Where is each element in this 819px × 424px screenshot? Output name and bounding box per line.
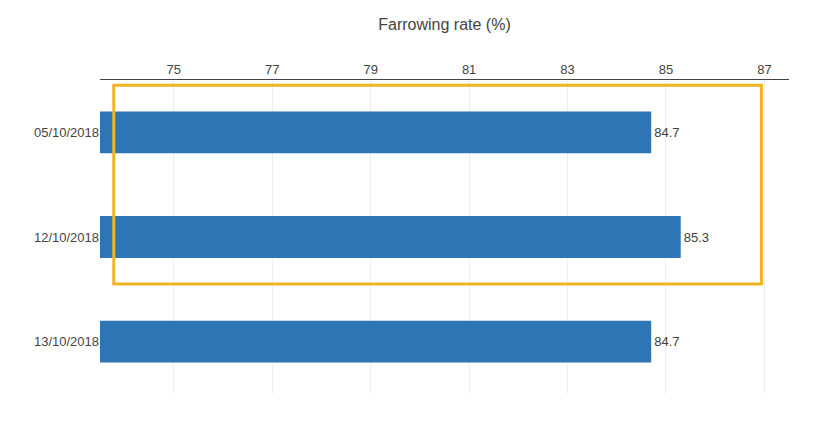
svg-text:05/10/2018: 05/10/2018: [34, 125, 99, 140]
svg-text:13/10/2018: 13/10/2018: [34, 334, 99, 349]
svg-text:77: 77: [265, 62, 279, 77]
svg-text:85.3: 85.3: [684, 230, 709, 245]
svg-text:84.7: 84.7: [654, 334, 679, 349]
svg-text:Farrowing rate (%): Farrowing rate (%): [378, 16, 510, 33]
svg-text:87: 87: [757, 62, 771, 77]
svg-text:12/10/2018: 12/10/2018: [34, 230, 99, 245]
svg-text:81: 81: [462, 62, 476, 77]
svg-text:83: 83: [560, 62, 574, 77]
svg-text:84.7: 84.7: [654, 125, 679, 140]
svg-text:75: 75: [167, 62, 181, 77]
svg-text:79: 79: [363, 62, 377, 77]
svg-text:85: 85: [659, 62, 673, 77]
